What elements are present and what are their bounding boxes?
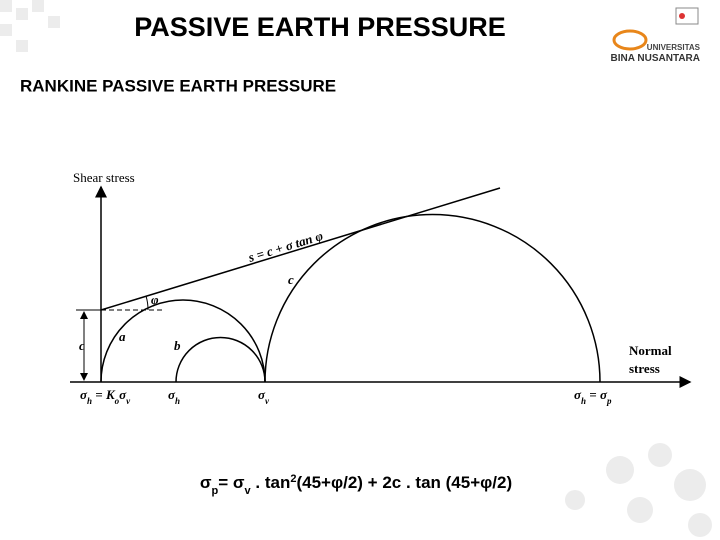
circle-label: b bbox=[174, 338, 181, 353]
angle-arc bbox=[145, 295, 149, 311]
circle-a bbox=[100, 299, 266, 383]
intercept-label: c bbox=[79, 338, 85, 353]
circle-label: c bbox=[288, 272, 294, 287]
x-axis-label: stress bbox=[629, 361, 660, 376]
logo-swirl bbox=[612, 29, 648, 51]
x-label-part: h bbox=[87, 396, 92, 406]
x-label-part: σ bbox=[80, 387, 88, 402]
x-label-part: o bbox=[115, 396, 120, 406]
y-axis-label: Shear stress bbox=[73, 170, 135, 185]
formula: σp= σv . tan2(45+φ/2) + 2c . tan (45+φ/2… bbox=[200, 473, 512, 497]
x-label-part: σ bbox=[258, 387, 266, 402]
circle-label: a bbox=[119, 329, 126, 344]
failure-envelope bbox=[100, 187, 501, 311]
subtitle: RANKINE PASSIVE EARTH PRESSURE bbox=[20, 76, 336, 95]
x-label-part: = σ bbox=[586, 387, 608, 402]
title: PASSIVE EARTH PRESSURE bbox=[134, 12, 506, 42]
x-label-part: σ bbox=[574, 387, 582, 402]
x-axis-label: Normal bbox=[629, 343, 672, 358]
diagram: Shear stress Normal stress s = c + σ tan… bbox=[50, 141, 700, 441]
formula-part: v bbox=[245, 485, 252, 497]
logo: UNIVERSITAS BINA NUSANTARA bbox=[611, 7, 701, 64]
x-label-part: = K bbox=[92, 387, 116, 402]
formula-part: p bbox=[212, 485, 219, 497]
logo-line1: UNIVERSITAS bbox=[647, 43, 701, 52]
formula-part: σ bbox=[200, 473, 212, 492]
circle-c bbox=[264, 213, 601, 383]
x-label: σh = Koσv bbox=[80, 387, 131, 406]
angle-label: φ bbox=[151, 292, 159, 307]
x-labels: σh = Koσv σh σv σh = σp bbox=[80, 387, 612, 406]
x-label-part: σ bbox=[168, 387, 176, 402]
formula-part: = σ bbox=[218, 473, 245, 492]
x-label: σh bbox=[168, 387, 180, 406]
circle-b bbox=[175, 336, 266, 383]
x-label-part: v bbox=[126, 396, 131, 406]
x-label-part: v bbox=[265, 396, 270, 406]
x-label-part: h bbox=[175, 396, 180, 406]
x-label-part: p bbox=[606, 396, 612, 406]
x-label: σh = σp bbox=[574, 387, 612, 406]
diagram-panel bbox=[50, 141, 700, 441]
formula-part: 2 bbox=[290, 473, 296, 485]
x-label: σv bbox=[258, 387, 270, 406]
formula-part: (45+φ/2) + 2c . tan (45+φ/2) bbox=[296, 473, 512, 492]
logo-icon bbox=[675, 7, 699, 25]
x-label-part: σ bbox=[119, 387, 127, 402]
x-label-part: h bbox=[581, 396, 586, 406]
logo-line2: BINA NUSANTARA bbox=[611, 53, 700, 64]
logo-icon-dot bbox=[679, 13, 685, 19]
formula-part: . tan bbox=[251, 473, 291, 492]
